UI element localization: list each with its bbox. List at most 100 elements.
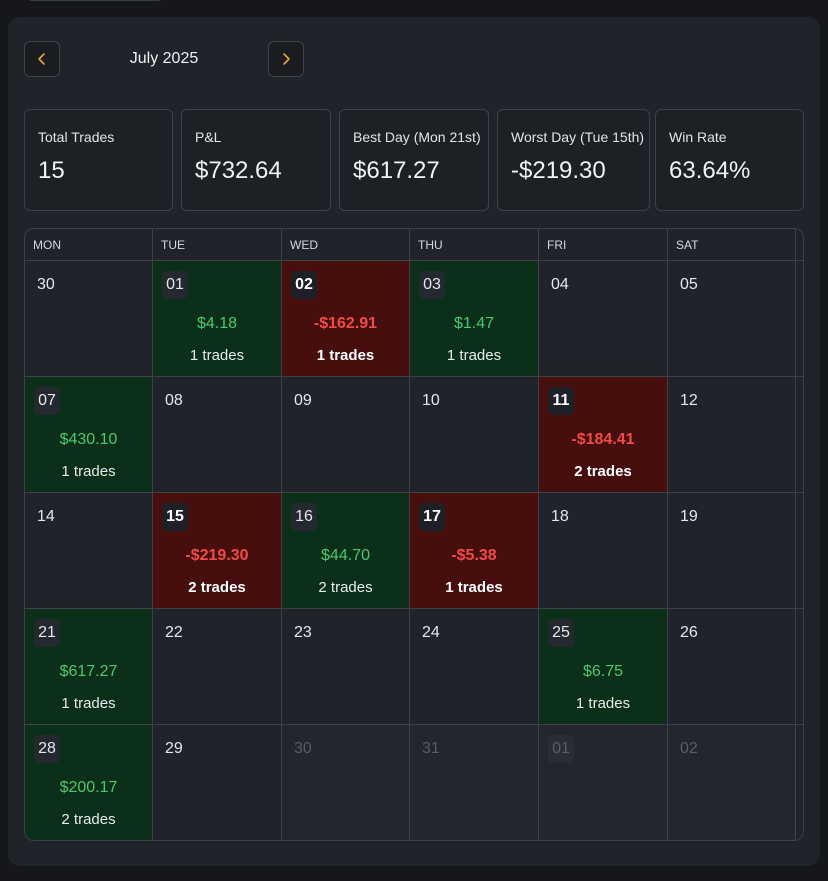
day-number: 30 bbox=[294, 740, 312, 757]
day-number: 15 bbox=[162, 503, 188, 531]
day-number: 05 bbox=[680, 276, 698, 293]
day-cell[interactable]: 11 -$184.41 2 trades bbox=[539, 377, 668, 493]
day-cell[interactable]: 29 bbox=[153, 725, 282, 840]
day-pnl: $200.17 bbox=[59, 779, 118, 796]
stat-label: P&L bbox=[195, 129, 222, 145]
day-trade-count: 1 trades bbox=[61, 695, 116, 712]
day-number: 21 bbox=[34, 619, 60, 647]
day-trade-count: 1 trades bbox=[316, 347, 375, 364]
day-cell[interactable]: 15 -$219.30 2 trades bbox=[153, 493, 282, 609]
stat-label: Win Rate bbox=[669, 129, 727, 145]
chevron-left-icon bbox=[38, 53, 45, 65]
day-cell[interactable]: 17 -$5.38 1 trades bbox=[410, 493, 539, 609]
next-month-button[interactable] bbox=[268, 41, 304, 77]
day-trade-count: 1 trades bbox=[575, 695, 631, 712]
day-pnl: $1.47 bbox=[453, 315, 495, 332]
day-pnl: $430.10 bbox=[59, 431, 118, 448]
stat-best-day: Best Day (Mon 21st) $617.27 bbox=[339, 109, 489, 211]
day-number: 31 bbox=[422, 740, 440, 757]
day-number: 12 bbox=[680, 392, 698, 409]
day-cell-outside-month[interactable]: 01 bbox=[539, 725, 668, 840]
weekday-header-wed: WED bbox=[282, 229, 410, 261]
day-number: 26 bbox=[680, 624, 698, 641]
day-pnl: $617.27 bbox=[59, 663, 118, 680]
day-cell[interactable]: 21 $617.27 1 trades bbox=[25, 609, 153, 725]
day-trade-count: 1 trades bbox=[189, 347, 245, 364]
day-cell[interactable]: 01 $4.18 1 trades bbox=[153, 261, 282, 377]
day-cell[interactable]: 30 bbox=[25, 261, 153, 377]
day-pnl: $4.18 bbox=[196, 315, 238, 332]
day-cell[interactable]: 05 bbox=[668, 261, 796, 377]
top-tab-stub bbox=[26, 0, 164, 1]
day-number: 22 bbox=[165, 624, 183, 641]
day-cell[interactable]: 10 bbox=[410, 377, 539, 493]
day-trade-count: 1 trades bbox=[446, 347, 502, 364]
day-number: 14 bbox=[37, 508, 55, 525]
day-number: 25 bbox=[548, 619, 574, 647]
day-number: 29 bbox=[165, 740, 183, 757]
previous-month-button[interactable] bbox=[24, 41, 60, 77]
stat-label: Best Day (Mon 21st) bbox=[353, 129, 481, 145]
weekday-header-sat: SAT bbox=[668, 229, 796, 261]
stat-win-rate: Win Rate 63.64% bbox=[655, 109, 804, 211]
day-cell[interactable]: 25 $6.75 1 trades bbox=[539, 609, 668, 725]
day-cell[interactable]: 09 bbox=[282, 377, 410, 493]
day-trade-count: 1 trades bbox=[445, 579, 503, 596]
stat-pnl: P&L $732.64 bbox=[181, 109, 331, 211]
day-cell[interactable]: 19 bbox=[668, 493, 796, 609]
day-cell[interactable]: 14 bbox=[25, 493, 153, 609]
day-cell[interactable]: 26 bbox=[668, 609, 796, 725]
day-cell[interactable]: 16 $44.70 2 trades bbox=[282, 493, 410, 609]
day-pnl: $44.70 bbox=[321, 547, 370, 564]
day-cell-outside-month[interactable]: 02 bbox=[668, 725, 796, 840]
day-cell-outside-month[interactable]: 31 bbox=[410, 725, 539, 840]
day-pnl: -$184.41 bbox=[571, 431, 635, 448]
chevron-right-icon bbox=[283, 53, 290, 65]
stat-label: Total Trades bbox=[38, 129, 115, 145]
day-cell[interactable]: 08 bbox=[153, 377, 282, 493]
day-number: 07 bbox=[34, 387, 60, 415]
day-trade-count: 2 trades bbox=[61, 811, 116, 828]
day-cell[interactable]: 28 $200.17 2 trades bbox=[25, 725, 153, 840]
day-number: 02 bbox=[680, 740, 698, 757]
stat-total-trades: Total Trades 15 bbox=[24, 109, 173, 211]
day-cell[interactable]: 22 bbox=[153, 609, 282, 725]
day-number: 24 bbox=[422, 624, 440, 641]
day-pnl: $6.75 bbox=[582, 663, 624, 680]
weekday-header-tue: TUE bbox=[153, 229, 282, 261]
day-trade-count: 2 trades bbox=[188, 579, 246, 596]
day-number: 16 bbox=[291, 503, 317, 531]
day-number: 08 bbox=[165, 392, 183, 409]
day-pnl: -$219.30 bbox=[185, 547, 249, 564]
row-spacer bbox=[796, 261, 803, 377]
day-cell[interactable]: 24 bbox=[410, 609, 539, 725]
day-cell[interactable]: 18 bbox=[539, 493, 668, 609]
row-spacer bbox=[796, 493, 803, 609]
day-number: 11 bbox=[548, 387, 574, 415]
day-cell[interactable]: 03 $1.47 1 trades bbox=[410, 261, 539, 377]
day-trade-count: 2 trades bbox=[574, 463, 632, 480]
weekday-header-fri: FRI bbox=[539, 229, 668, 261]
day-cell[interactable]: 04 bbox=[539, 261, 668, 377]
row-spacer bbox=[796, 725, 803, 840]
day-pnl: -$162.91 bbox=[313, 315, 378, 332]
day-cell[interactable]: 02 -$162.91 1 trades bbox=[282, 261, 410, 377]
day-number: 28 bbox=[34, 735, 60, 763]
stat-worst-day: Worst Day (Tue 15th) -$219.30 bbox=[497, 109, 650, 211]
day-number: 18 bbox=[551, 508, 569, 525]
day-cell[interactable]: 23 bbox=[282, 609, 410, 725]
calendar-panel: July 2025 Total Trades 15 P&L $732.64 Be… bbox=[8, 17, 820, 866]
stat-value: 63.64% bbox=[669, 157, 751, 184]
day-number: 01 bbox=[162, 271, 188, 299]
month-title: July 2025 bbox=[129, 50, 199, 67]
day-cell[interactable]: 12 bbox=[668, 377, 796, 493]
day-number: 17 bbox=[419, 503, 445, 531]
day-number: 04 bbox=[551, 276, 569, 293]
day-cell-outside-month[interactable]: 30 bbox=[282, 725, 410, 840]
header-spacer bbox=[796, 229, 803, 261]
day-number: 10 bbox=[422, 392, 440, 409]
stat-value: $617.27 bbox=[353, 157, 440, 184]
calendar-grid: MON TUE WED THU FRI SAT 30 01 $4.18 1 trad… bbox=[24, 228, 804, 841]
weekday-header-mon: MON bbox=[25, 229, 153, 261]
day-cell[interactable]: 07 $430.10 1 trades bbox=[25, 377, 153, 493]
